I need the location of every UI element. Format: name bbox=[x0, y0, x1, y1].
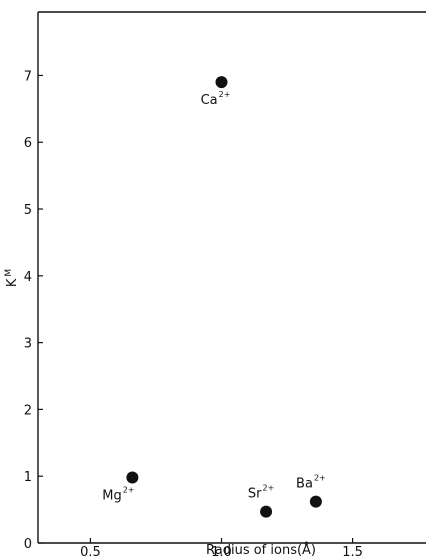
x-axis-title: Radius of ions(Å) bbox=[206, 542, 316, 558]
data-point-sr bbox=[260, 505, 273, 518]
point-label-ion: Sr bbox=[248, 487, 262, 502]
y-axis-title-main: K bbox=[5, 278, 20, 287]
point-label-charge: 2+ bbox=[123, 486, 135, 495]
point-label-ca: Ca2+ bbox=[201, 90, 231, 108]
y-tick-label: 1 bbox=[24, 470, 32, 485]
point-label-charge: 2+ bbox=[262, 484, 274, 493]
point-label-charge: 2+ bbox=[314, 474, 326, 483]
point-label-ion: Ba bbox=[296, 477, 313, 492]
y-axis-title-group: KM bbox=[4, 269, 20, 287]
x-tick-label: 1.5 bbox=[342, 545, 363, 558]
y-tick-label: 5 bbox=[24, 203, 32, 218]
y-tick-label: 2 bbox=[24, 403, 32, 418]
point-label-ba: Ba2+ bbox=[296, 474, 326, 492]
axis-ticks: 0 1 2 3 4 5 6 7 0.5 1.0 1.5 bbox=[24, 69, 363, 558]
y-axis-title-sub: M bbox=[4, 269, 14, 277]
y-tick-label: 3 bbox=[24, 337, 32, 352]
y-tick-label: 6 bbox=[24, 136, 32, 151]
x-tick-label: 0.5 bbox=[80, 545, 101, 558]
y-tick-label: 7 bbox=[24, 69, 32, 84]
point-label-mg: Mg2+ bbox=[102, 486, 134, 504]
data-point-ba bbox=[309, 495, 322, 508]
data-point-mg bbox=[126, 471, 139, 484]
plot-frame bbox=[37, 11, 426, 544]
x-tick-label: 1.0 bbox=[211, 545, 232, 558]
point-label-charge: 2+ bbox=[219, 90, 231, 99]
y-tick-label: 0 bbox=[24, 537, 32, 552]
point-label-sr: Sr2+ bbox=[248, 484, 274, 502]
point-label-ion: Mg bbox=[102, 489, 121, 504]
data-points: Mg2+Ca2+Sr2+ Ba2+ bbox=[102, 76, 326, 518]
y-axis-title: KM bbox=[4, 269, 20, 287]
y-tick-label: 4 bbox=[24, 270, 32, 285]
data-point-ca bbox=[215, 76, 228, 89]
point-label-ion: Ca bbox=[201, 93, 218, 108]
